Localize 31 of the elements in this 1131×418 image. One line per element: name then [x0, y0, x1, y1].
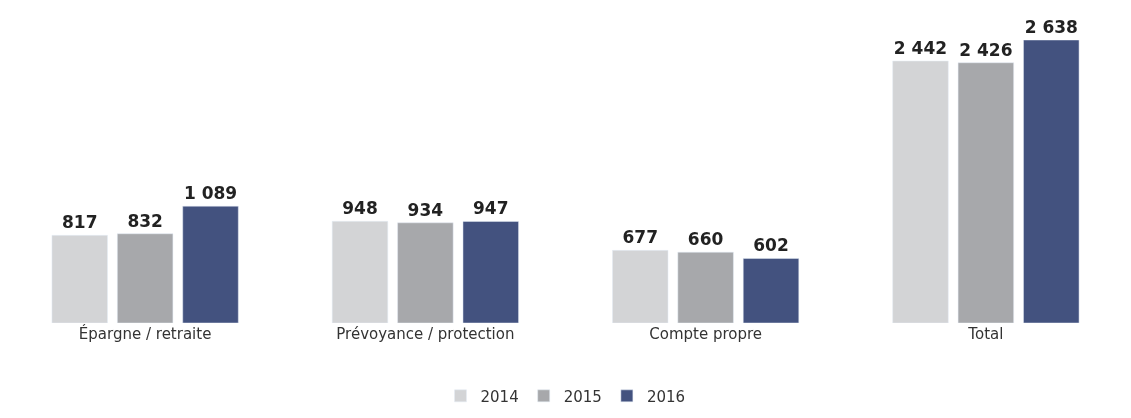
- x-tick-label: Épargne / retraite: [78, 324, 212, 343]
- bar: [462, 221, 519, 323]
- data-label: 817: [61, 212, 98, 233]
- legend-label: 2016: [646, 387, 686, 406]
- bar: [117, 233, 174, 323]
- data-label: 934: [407, 199, 444, 220]
- bar: [742, 258, 800, 323]
- data-label: 660: [687, 229, 724, 250]
- data-label: 677: [622, 227, 658, 248]
- data-label: 2 426: [959, 39, 1013, 60]
- bar: [892, 60, 949, 323]
- data-label: 947: [473, 198, 509, 219]
- data-label: 602: [753, 235, 789, 256]
- bar: [331, 221, 389, 323]
- bar: [957, 62, 1014, 323]
- data-label: 2 638: [1024, 17, 1078, 37]
- bar: [612, 250, 669, 323]
- x-tick-label: Compte propre: [649, 325, 763, 343]
- data-label: 1 089: [183, 183, 238, 204]
- bar: [182, 205, 239, 323]
- bar: [397, 222, 454, 323]
- bar: [677, 251, 734, 323]
- legend-label: 2015: [563, 387, 602, 406]
- x-tick-label: Prévoyance / protection: [336, 325, 515, 343]
- data-label: 832: [127, 210, 163, 231]
- x-tick-label: Total: [967, 325, 1004, 343]
- data-label: 948: [342, 198, 378, 219]
- bar: [1023, 40, 1080, 323]
- bar: [51, 235, 108, 323]
- data-label: 2 442: [893, 38, 948, 59]
- legend-label: 2014: [480, 387, 519, 406]
